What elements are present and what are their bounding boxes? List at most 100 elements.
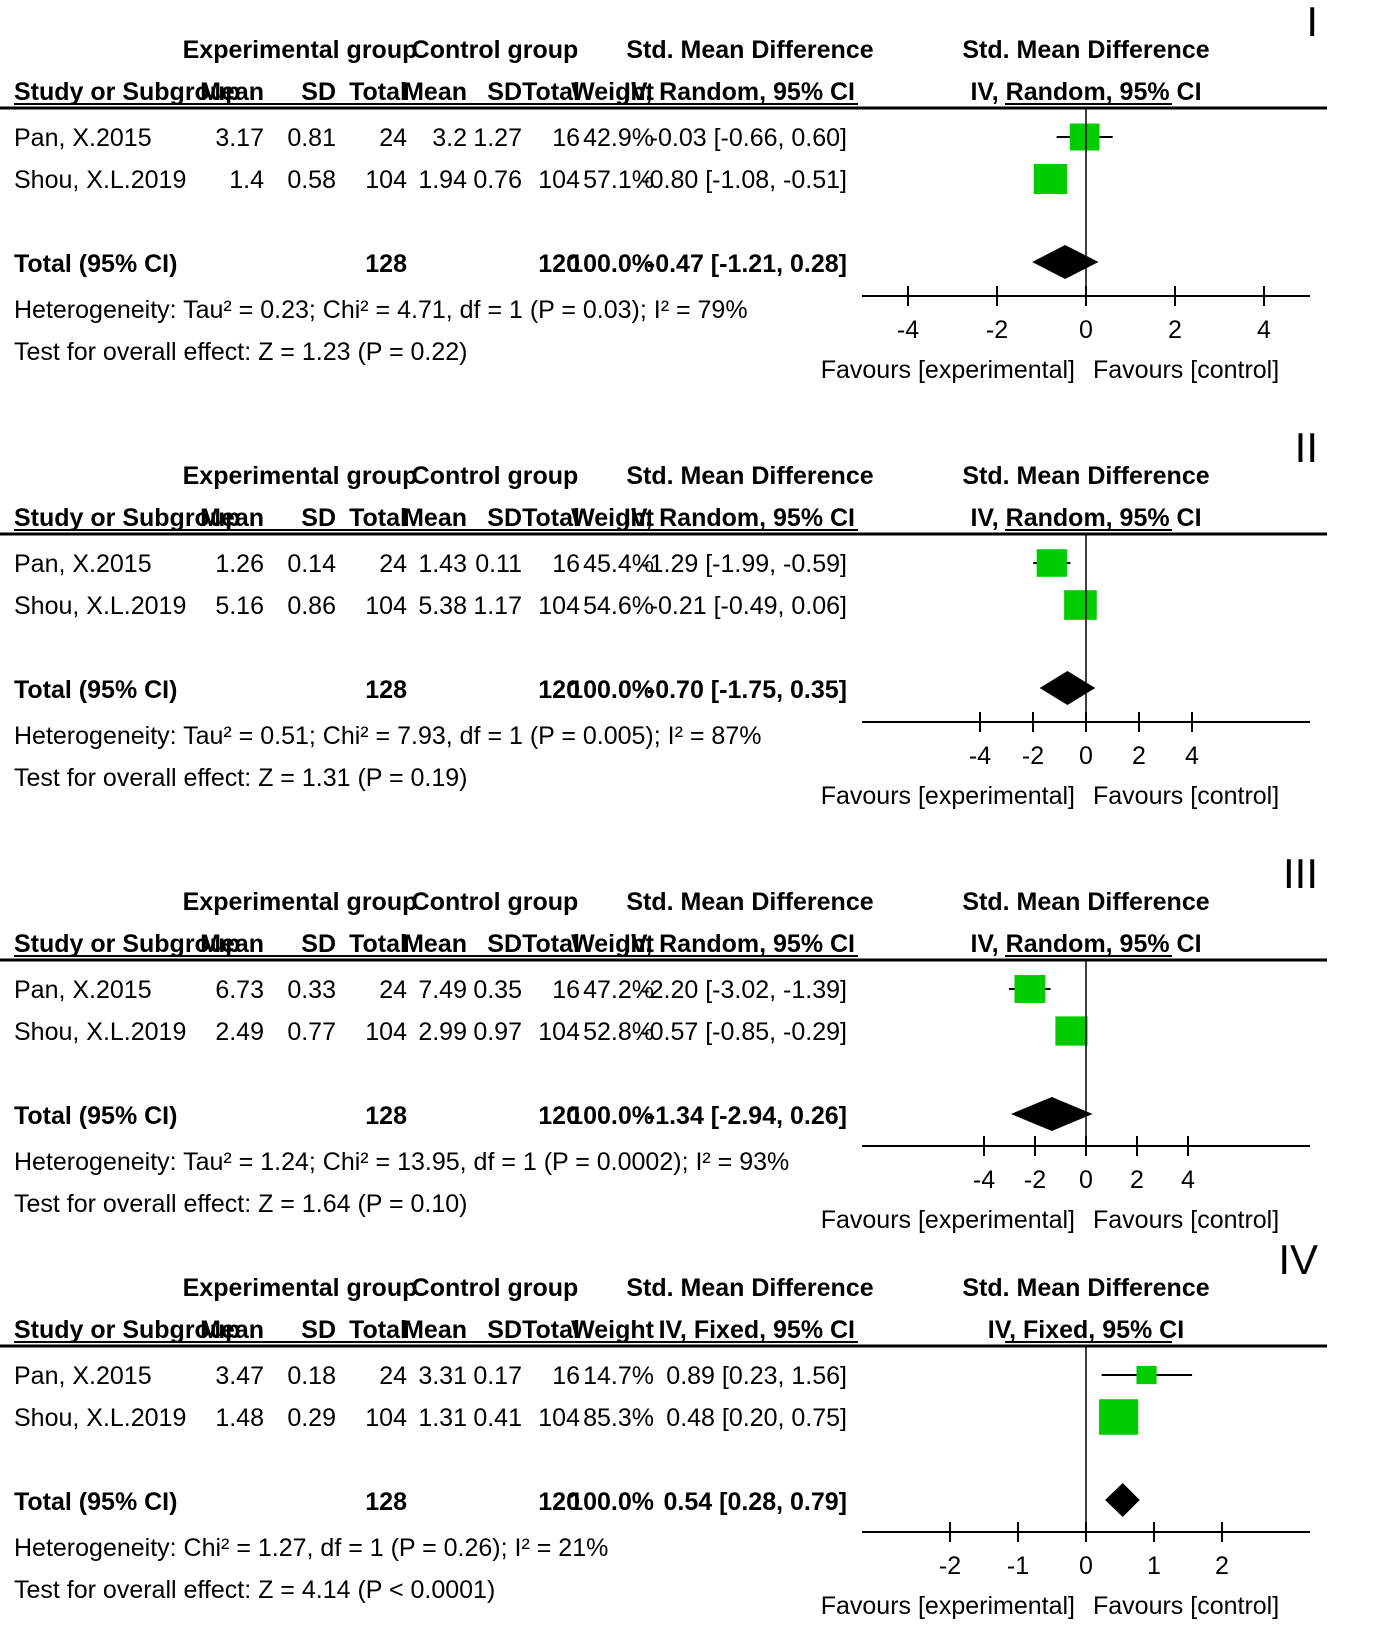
study-name: Pan, X.2015 xyxy=(14,976,152,1004)
ctl-mean-cell: 1.94 xyxy=(418,166,467,194)
weight-cell: 45.4% xyxy=(583,550,654,578)
x-tick-label: -4 xyxy=(973,1166,995,1194)
method-plot-header: IV, Fixed, 95% CI xyxy=(988,1316,1184,1344)
exp-mean-header: Mean xyxy=(200,78,264,106)
method-plot-header: IV, Random, 95% CI xyxy=(970,930,1201,958)
favours-control-label: Favours [control] xyxy=(1093,356,1279,384)
ctl-mean-cell: 7.49 xyxy=(418,976,467,1004)
total-label: Total (95% CI) xyxy=(14,676,177,704)
smd-plot-header: Std. Mean Difference xyxy=(962,462,1209,490)
favours-experimental-label: Favours [experimental] xyxy=(821,782,1075,810)
smd-ci-cell: -0.80 [-1.08, -0.51] xyxy=(641,166,847,194)
x-tick-label: -2 xyxy=(939,1552,961,1580)
favours-control-label: Favours [control] xyxy=(1093,1592,1279,1620)
smd-ci-cell: -0.03 [-0.66, 0.60] xyxy=(650,124,847,152)
weight-cell: 52.8% xyxy=(583,1018,654,1046)
exp-sd-header: SD xyxy=(301,1316,336,1344)
smd-ci-cell: 0.48 [0.20, 0.75] xyxy=(666,1404,847,1432)
exp-total-cell: 24 xyxy=(379,550,407,578)
study-row: Pan, X.2015 3.47 0.18 24 3.31 0.17 16 14.7% 0.89… xyxy=(14,1362,847,1390)
study-weight-square xyxy=(1033,163,1067,195)
ctl-total-cell: 16 xyxy=(552,550,580,578)
panel-label: III xyxy=(1283,850,1318,897)
total-weight: 100.0% xyxy=(569,250,654,278)
weight-cell: 42.9% xyxy=(583,124,654,152)
smd-ci-cell: -2.20 [-3.02, -1.39] xyxy=(641,976,847,1004)
study-row: Shou, X.L.2019 5.16 0.86 104 5.38 1.17 104 54.6… xyxy=(14,592,847,620)
study-column-header: Study or Subgroup xyxy=(14,78,240,106)
ctl-sd-cell: 0.41 xyxy=(473,1404,522,1432)
total-ci-cell: -0.70 [-1.75, 0.35] xyxy=(647,676,847,704)
weight-cell: 47.2% xyxy=(583,976,654,1004)
ctl-mean-cell: 3.31 xyxy=(418,1362,467,1390)
exp-sd-header: SD xyxy=(301,504,336,532)
exp-sd-cell: 0.86 xyxy=(287,592,336,620)
exp-total-cell: 104 xyxy=(365,166,407,194)
exp-sd-cell: 0.81 xyxy=(287,124,336,152)
x-tick-label: -4 xyxy=(969,742,991,770)
weight-header: Weight xyxy=(571,1316,655,1344)
x-tick-label: 4 xyxy=(1181,1166,1195,1194)
overall-effect-text: Test for overall effect: Z = 1.64 (P = 0… xyxy=(14,1190,467,1218)
ctl-mean-header: Mean xyxy=(403,1316,467,1344)
heterogeneity-text: Heterogeneity: Tau² = 0.23; Chi² = 4.71,… xyxy=(14,296,748,324)
ctl-total-cell: 104 xyxy=(538,592,580,620)
ctl-mean-header: Mean xyxy=(403,78,467,106)
overall-effect-text: Test for overall effect: Z = 4.14 (P < 0… xyxy=(14,1576,495,1604)
x-tick-label: -1 xyxy=(1007,1552,1029,1580)
method-table-header: IV, Fixed, 95% CI xyxy=(659,1316,855,1344)
weight-cell: 85.3% xyxy=(583,1404,654,1432)
exp-total-sum: 128 xyxy=(365,1102,407,1130)
heterogeneity-text: Heterogeneity: Tau² = 1.24; Chi² = 13.95… xyxy=(14,1148,789,1176)
study-row: Shou, X.L.2019 1.48 0.29 104 1.31 0.41 104 85.3… xyxy=(14,1404,847,1432)
experimental-group-header: Experimental group xyxy=(183,888,418,916)
weight-header: Weight xyxy=(571,78,655,106)
total-ci-cell: -0.47 [-1.21, 0.28] xyxy=(647,250,847,278)
exp-sd-cell: 0.58 xyxy=(287,166,336,194)
exp-total-cell: 104 xyxy=(365,592,407,620)
study-column-header: Study or Subgroup xyxy=(14,504,240,532)
ctl-total-sum: 120 xyxy=(538,250,580,278)
control-group-header: Control group xyxy=(412,1274,579,1302)
study-weight-square xyxy=(1099,1399,1139,1435)
smd-ci-cell: -0.21 [-0.49, 0.06] xyxy=(650,592,847,620)
smd-plot-header: Std. Mean Difference xyxy=(962,888,1209,916)
overall-effect-text: Test for overall effect: Z = 1.31 (P = 0… xyxy=(14,764,467,792)
exp-total-cell: 24 xyxy=(379,124,407,152)
favours-control-label: Favours [control] xyxy=(1093,1206,1279,1234)
exp-sd-cell: 0.18 xyxy=(287,1362,336,1390)
method-table-header: IV, Random, 95% CI xyxy=(624,930,855,958)
exp-sd-header: SD xyxy=(301,78,336,106)
ctl-total-cell: 16 xyxy=(552,976,580,1004)
exp-total-sum: 128 xyxy=(365,676,407,704)
ctl-total-cell: 16 xyxy=(552,124,580,152)
exp-total-cell: 104 xyxy=(365,1404,407,1432)
weight-cell: 14.7% xyxy=(583,1362,654,1390)
ctl-sd-cell: 0.17 xyxy=(473,1362,522,1390)
smd-ci-cell: -0.57 [-0.85, -0.29] xyxy=(641,1018,847,1046)
ctl-sd-header: SD xyxy=(487,930,522,958)
study-name: Shou, X.L.2019 xyxy=(14,1404,186,1432)
ctl-sd-header: SD xyxy=(487,1316,522,1344)
ctl-sd-cell: 0.35 xyxy=(473,976,522,1004)
study-weight-square xyxy=(1136,1365,1157,1385)
study-row: Pan, X.2015 1.26 0.14 24 1.43 0.11 16 45.4%-1.2… xyxy=(14,550,847,578)
study-weight-square xyxy=(1064,590,1097,620)
smd-table-header: Std. Mean Difference xyxy=(626,36,873,64)
exp-total-header: Total xyxy=(349,930,407,958)
method-table-header: IV, Random, 95% CI xyxy=(624,504,855,532)
favours-experimental-label: Favours [experimental] xyxy=(821,1592,1075,1620)
study-weight-square xyxy=(1036,549,1067,577)
total-label: Total (95% CI) xyxy=(14,1102,177,1130)
method-plot-header: IV, Random, 95% CI xyxy=(970,504,1201,532)
exp-mean-cell: 1.26 xyxy=(215,550,264,578)
exp-sd-cell: 0.29 xyxy=(287,1404,336,1432)
exp-mean-cell: 3.47 xyxy=(215,1362,264,1390)
exp-mean-header: Mean xyxy=(200,930,264,958)
ctl-sd-cell: 0.11 xyxy=(475,550,522,578)
exp-sd-cell: 0.77 xyxy=(287,1018,336,1046)
ctl-mean-cell: 2.99 xyxy=(418,1018,467,1046)
